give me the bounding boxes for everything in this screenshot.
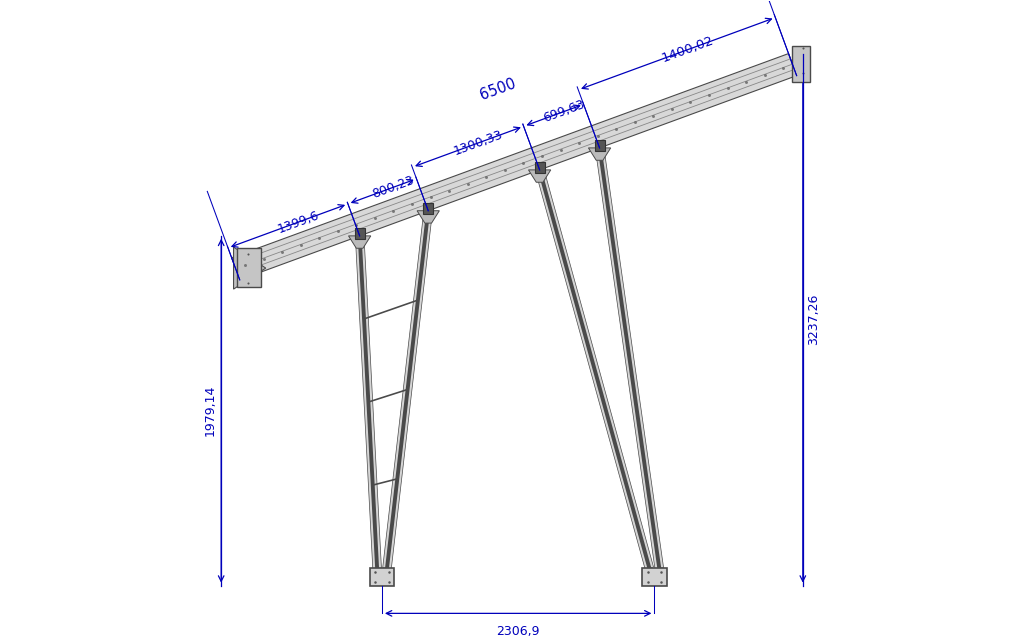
Polygon shape (528, 170, 551, 182)
Bar (792, 46, 810, 82)
Text: 3237,26: 3237,26 (807, 294, 820, 345)
Text: 800,23: 800,23 (370, 174, 416, 201)
Polygon shape (595, 147, 664, 569)
Bar (535, 162, 545, 173)
Text: 1979,14: 1979,14 (204, 385, 217, 436)
Text: 6500: 6500 (477, 76, 518, 103)
Text: 2306,9: 2306,9 (497, 625, 540, 637)
Polygon shape (237, 248, 261, 287)
Text: 699,63: 699,63 (542, 98, 587, 125)
Polygon shape (536, 168, 653, 569)
Bar (423, 203, 433, 214)
Polygon shape (231, 54, 797, 280)
Bar (642, 568, 667, 586)
Polygon shape (383, 211, 432, 568)
Polygon shape (417, 211, 439, 223)
Bar (370, 568, 394, 586)
Polygon shape (348, 236, 371, 248)
Polygon shape (355, 235, 381, 568)
Text: 1399,6: 1399,6 (275, 209, 322, 235)
Bar (354, 228, 365, 239)
Polygon shape (589, 148, 610, 160)
Bar (595, 140, 604, 151)
Text: 1400,02: 1400,02 (659, 34, 715, 65)
Polygon shape (233, 247, 265, 289)
Text: 1300,33: 1300,33 (452, 128, 505, 158)
